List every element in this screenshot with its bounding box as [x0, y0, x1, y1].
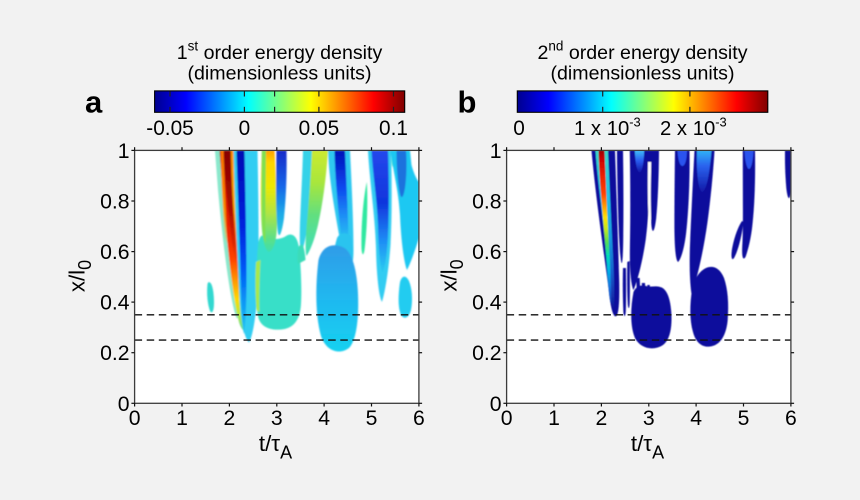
svg-text:5: 5	[738, 407, 750, 430]
svg-text:2: 2	[596, 407, 608, 430]
svg-text:0: 0	[490, 393, 502, 416]
svg-text:0.05: 0.05	[299, 117, 339, 140]
svg-text:b: b	[458, 85, 477, 120]
svg-text:0: 0	[118, 393, 130, 416]
svg-text:0.4: 0.4	[472, 292, 502, 315]
svg-text:a: a	[85, 85, 103, 120]
svg-text:0: 0	[239, 117, 251, 140]
svg-text:0.6: 0.6	[472, 241, 501, 264]
svg-text:4: 4	[690, 407, 702, 430]
svg-text:0: 0	[129, 407, 141, 430]
svg-text:1: 1	[118, 140, 130, 163]
svg-text:0.8: 0.8	[472, 191, 501, 214]
svg-text:3: 3	[271, 407, 283, 430]
svg-text:(dimensionless units): (dimensionless units)	[187, 63, 371, 85]
svg-text:0: 0	[501, 407, 513, 430]
svg-text:1: 1	[548, 407, 560, 430]
svg-text:0.8: 0.8	[100, 191, 129, 214]
svg-text:6: 6	[785, 407, 797, 430]
svg-text:5: 5	[366, 407, 378, 430]
svg-text:2nd order energy density: 2nd order energy density	[537, 38, 747, 64]
svg-text:6: 6	[413, 407, 425, 430]
svg-text:4: 4	[318, 407, 330, 430]
svg-text:3: 3	[643, 407, 655, 430]
svg-text:0.4: 0.4	[100, 292, 130, 315]
svg-text:-0.05: -0.05	[146, 117, 193, 140]
svg-text:(dimensionless units): (dimensionless units)	[550, 63, 734, 85]
svg-text:1: 1	[490, 140, 502, 163]
svg-text:0.6: 0.6	[100, 241, 129, 264]
svg-text:0.1: 0.1	[379, 117, 408, 140]
svg-text:0: 0	[513, 117, 525, 140]
svg-text:1: 1	[176, 407, 188, 430]
svg-text:0.2: 0.2	[472, 342, 501, 365]
svg-text:1st order energy density: 1st order energy density	[177, 38, 383, 64]
svg-text:0.2: 0.2	[100, 342, 129, 365]
svg-text:2: 2	[224, 407, 236, 430]
